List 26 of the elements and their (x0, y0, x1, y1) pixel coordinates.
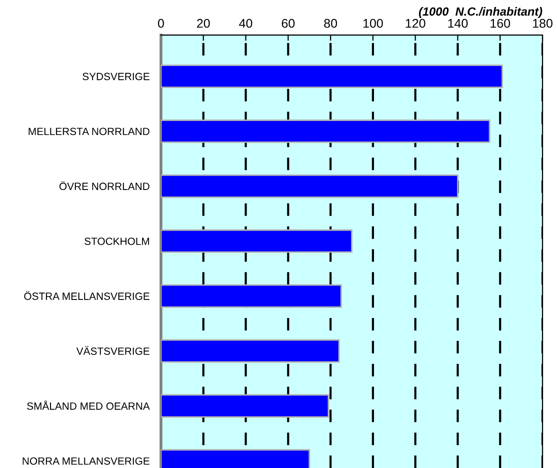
x-tick-label: 0 (158, 18, 164, 28)
y-tick-label: NORRA MELLANSVERIGE (22, 457, 150, 465)
y-tick-label: SYDSVERIGE (82, 72, 150, 80)
bar (160, 64, 503, 88)
y-tick-label: ÖVRE NORRLAND (59, 181, 150, 190)
bar (160, 174, 458, 198)
bar (160, 120, 490, 143)
x-tick-label: 140 (448, 18, 468, 28)
bar (160, 394, 330, 418)
text: (1000 N.C./inhabitant) (418, 7, 542, 18)
bar (160, 284, 342, 308)
x-tick-label: 80 (324, 18, 338, 28)
x-tick-label: 160 (490, 18, 510, 28)
y-tick-label: MELLERSTA NORRLAND (28, 128, 150, 136)
x-tick-label: 180 (533, 18, 552, 28)
y-tick-label: SMÅLAND MED OEARNA (27, 400, 150, 410)
bar (160, 229, 352, 253)
bar (160, 339, 340, 363)
y-tick-label: ÖSTRA MELLANSVERIGE (24, 291, 150, 300)
y-tick-label: VÄSTSVERIGE (76, 346, 150, 355)
x-tick-label: 40 (239, 18, 252, 28)
x-tick-label: 100 (363, 18, 383, 28)
y-tick-label: STOCKHOLM (84, 238, 150, 245)
x-tick-label: 120 (406, 18, 426, 28)
x-tick-label: 60 (282, 18, 295, 28)
x-tick-label: 20 (197, 18, 210, 28)
